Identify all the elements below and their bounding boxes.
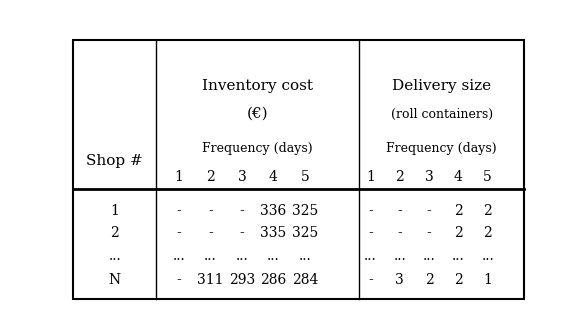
Text: ...: ... — [481, 249, 494, 263]
Text: 5: 5 — [301, 170, 310, 184]
Text: 3: 3 — [237, 170, 246, 184]
Text: -: - — [368, 204, 373, 218]
Text: -: - — [398, 204, 402, 218]
Text: ...: ... — [108, 249, 121, 263]
Text: 336: 336 — [260, 204, 286, 218]
Text: -: - — [176, 272, 181, 287]
Text: ...: ... — [393, 249, 406, 263]
Text: 2: 2 — [454, 272, 463, 287]
Text: 2: 2 — [483, 226, 492, 240]
Text: ...: ... — [267, 249, 280, 263]
Text: -: - — [240, 204, 244, 218]
Text: ...: ... — [452, 249, 465, 263]
Text: Delivery size: Delivery size — [392, 79, 491, 93]
Text: Frequency (days): Frequency (days) — [203, 142, 313, 156]
Text: 325: 325 — [292, 226, 318, 240]
Text: ...: ... — [364, 249, 377, 263]
Text: -: - — [176, 204, 181, 218]
Text: 286: 286 — [260, 272, 286, 287]
Text: 1: 1 — [366, 170, 375, 184]
Text: 4: 4 — [454, 170, 463, 184]
Text: 3: 3 — [425, 170, 434, 184]
Text: Inventory cost: Inventory cost — [202, 79, 313, 93]
Text: 2: 2 — [454, 204, 463, 218]
Text: -: - — [368, 272, 373, 287]
Text: Shop #: Shop # — [86, 154, 143, 168]
Text: 2: 2 — [395, 170, 404, 184]
Text: ...: ... — [236, 249, 249, 263]
Text: 2: 2 — [483, 204, 492, 218]
Text: -: - — [398, 226, 402, 240]
Text: -: - — [176, 226, 181, 240]
Text: -: - — [240, 226, 244, 240]
Text: ...: ... — [172, 249, 185, 263]
Text: 1: 1 — [175, 170, 183, 184]
Text: (roll containers): (roll containers) — [391, 108, 493, 121]
Text: 325: 325 — [292, 204, 318, 218]
Text: 335: 335 — [260, 226, 286, 240]
Text: (€): (€) — [247, 107, 268, 121]
Text: 4: 4 — [269, 170, 278, 184]
Text: -: - — [208, 204, 212, 218]
Text: -: - — [208, 226, 212, 240]
Text: 2: 2 — [425, 272, 434, 287]
Text: 311: 311 — [197, 272, 223, 287]
Text: -: - — [427, 204, 431, 218]
Text: 2: 2 — [206, 170, 215, 184]
Text: ...: ... — [204, 249, 217, 263]
Text: N: N — [109, 272, 120, 287]
Text: ...: ... — [423, 249, 435, 263]
Text: Frequency (days): Frequency (days) — [386, 142, 497, 156]
Text: 2: 2 — [111, 226, 119, 240]
Text: 2: 2 — [454, 226, 463, 240]
Text: ...: ... — [299, 249, 311, 263]
Text: 284: 284 — [292, 272, 318, 287]
Text: 1: 1 — [483, 272, 492, 287]
Text: 1: 1 — [110, 204, 119, 218]
Text: 293: 293 — [229, 272, 255, 287]
Text: 3: 3 — [395, 272, 404, 287]
Text: -: - — [427, 226, 431, 240]
Text: -: - — [368, 226, 373, 240]
Text: 5: 5 — [483, 170, 492, 184]
